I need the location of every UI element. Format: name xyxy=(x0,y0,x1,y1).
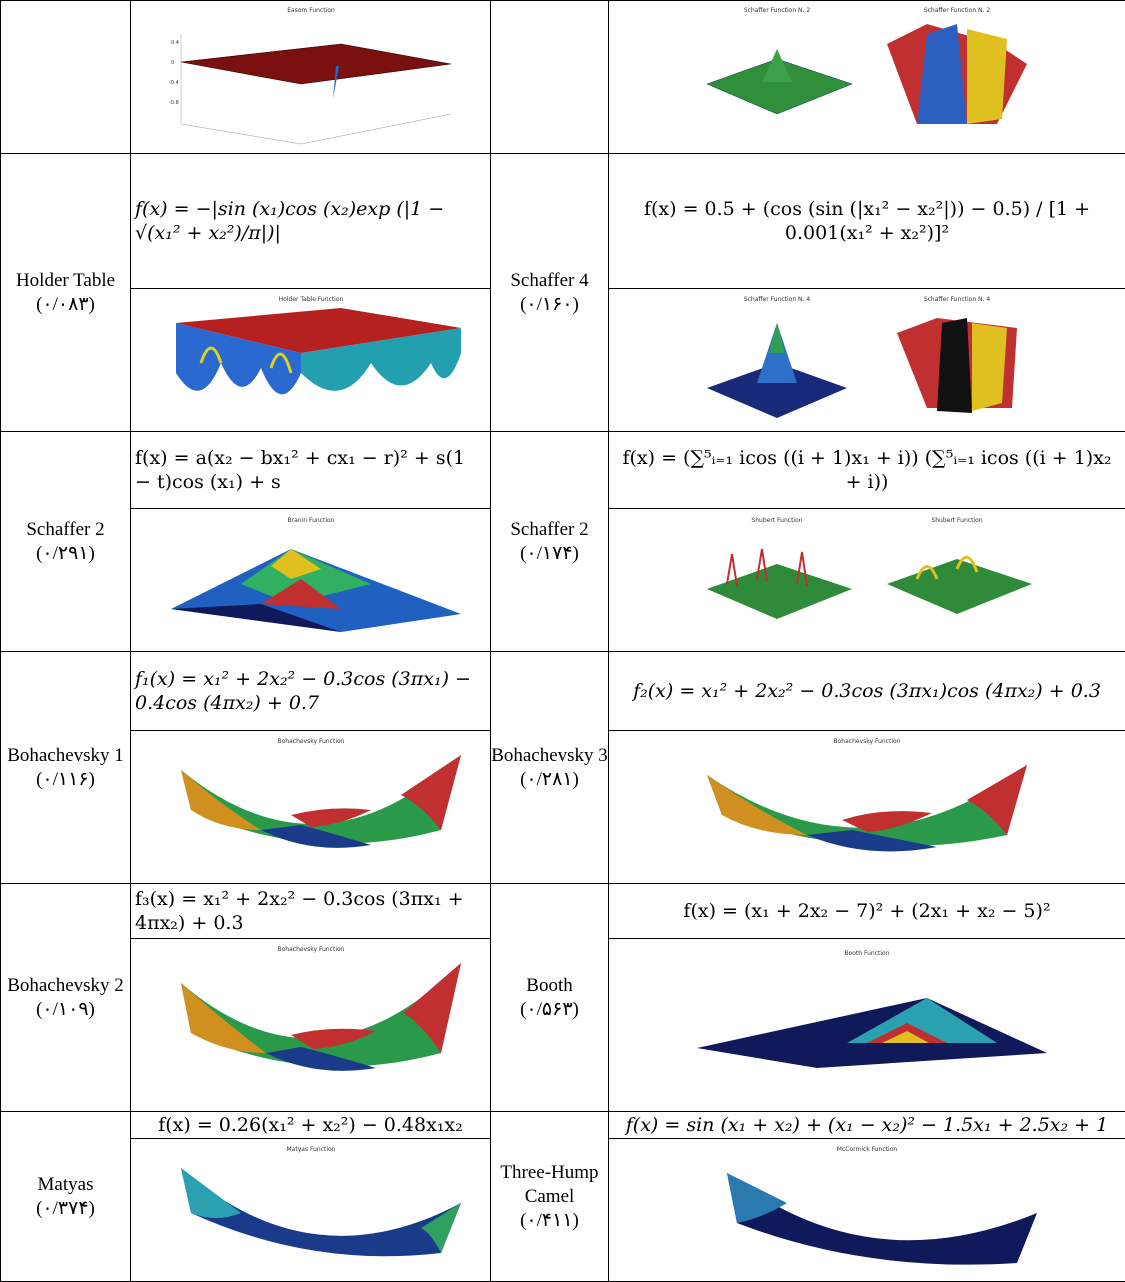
booth-plot: Booth Function xyxy=(667,943,1067,1107)
formula-cell: f₃(x) = x₁² + 2x₂² − 0.3cos (3πx₁ + 4πx₂… xyxy=(131,884,491,939)
function-name-cell: Booth (۰/۵۶۳) xyxy=(491,884,609,1112)
table-row: Bohachevsky 1 (۰/۱۱۶) f₁(x) = x₁² + 2x₂²… xyxy=(1,652,1125,731)
empty-name-cell xyxy=(491,1,609,154)
function-name: Bohachevsky 1 xyxy=(1,744,130,768)
branin-plot: Branin Function xyxy=(141,514,481,646)
function-value: (۰/۲۸۱) xyxy=(491,768,608,792)
table-row: Schaffer 2 (۰/۲۹۱) f(x) = a(x₂ − bx₁² + … xyxy=(1,432,1125,509)
bohachevsky1-plot: Bohachevsky Function xyxy=(141,735,481,879)
plot-title: McCormick Function xyxy=(837,1146,898,1153)
mccormick-plot: McCormick Function xyxy=(667,1143,1067,1277)
plot-title: Shubert Function xyxy=(751,517,802,524)
schaffer-n2-plot: Schaffer Function N. 2 Schaffer Function… xyxy=(667,4,1067,150)
plot-cell: Schaffer Function N. 2 Schaffer Function… xyxy=(609,1,1125,154)
plot-title: Holder Table Function xyxy=(278,296,343,303)
plot-cell: Matyas Function xyxy=(131,1139,491,1282)
function-name: Schaffer 2 xyxy=(491,518,608,542)
function-name: Bohachevsky 2 xyxy=(1,974,130,998)
plot-cell: Booth Function xyxy=(609,939,1125,1112)
plot-cell: Shubert Function Shubert Function xyxy=(609,509,1125,652)
easom-plot: Easom Function 0.4 0 -0.4 -0.8 xyxy=(141,4,481,150)
function-value: (۰/۳۷۴) xyxy=(1,1197,130,1221)
plot-cell: Bohachevsky Function xyxy=(131,939,491,1112)
formula-cell: f₂(x) = x₁² + 2x₂² − 0.3cos (3πx₁)cos (4… xyxy=(609,652,1125,731)
function-name-cell: Schaffer 2 (۰/۱۷۴) xyxy=(491,432,609,652)
function-name-cell: Schaffer 4 (۰/۱۶۰) xyxy=(491,154,609,432)
plot-title: Schaffer Function N. 4 xyxy=(924,296,991,303)
function-name-cell: Bohachevsky 3 (۰/۲۸۱) xyxy=(491,652,609,884)
formula-cell: f(x) = (x₁ + 2x₂ − 7)² + (2x₁ + x₂ − 5)² xyxy=(609,884,1125,939)
plot-cell: Schaffer Function N. 4 Schaffer Function… xyxy=(609,289,1125,432)
svg-text:-0.4: -0.4 xyxy=(169,80,179,86)
svg-text:-0.8: -0.8 xyxy=(169,100,179,106)
function-value: (۰/۴۱۱) xyxy=(491,1209,608,1233)
formula-cell: f(x) = 0.5 + (cos (sin (|x₁² − x₂²|)) − … xyxy=(609,154,1125,289)
table-row: Easom Function 0.4 0 -0.4 -0.8 Schaffer Fun… xyxy=(1,1,1125,154)
formula-cell: f(x) = −|sin (x₁)cos (x₂)exp (|1 − √(x₁²… xyxy=(131,154,491,289)
plot-cell: Bohachevsky Function xyxy=(131,731,491,884)
function-value: (۰/۵۶۳) xyxy=(491,998,608,1022)
svg-text:0.4: 0.4 xyxy=(171,40,179,46)
empty-name-cell xyxy=(1,1,131,154)
plot-title: Easom Function xyxy=(287,7,335,14)
plot-cell: Easom Function 0.4 0 -0.4 -0.8 xyxy=(131,1,491,154)
plot-title: Shubert Function xyxy=(931,517,982,524)
function-value: (۰/۲۹۱) xyxy=(1,542,130,566)
shubert-plot: Shubert Function Shubert Function xyxy=(667,514,1067,646)
plot-title: Branin Function xyxy=(287,517,334,524)
plot-title: Bohachevsky Function xyxy=(834,738,901,745)
function-name: Matyas xyxy=(1,1173,130,1197)
function-name: Holder Table xyxy=(1,269,130,293)
function-value: (۰/۱۷۴) xyxy=(491,542,608,566)
bohachevsky2-plot: Bohachevsky Function xyxy=(141,943,481,1107)
function-value: (۰/۰۸۳) xyxy=(1,293,130,317)
schaffer-n4-plot: Schaffer Function N. 4 Schaffer Function… xyxy=(667,293,1067,427)
formula-cell: f(x) = (∑⁵ᵢ₌₁ icos ((i + 1)x₁ + i)) (∑⁵ᵢ… xyxy=(609,432,1125,509)
bohachevsky3-plot: Bohachevsky Function xyxy=(667,735,1067,879)
function-value: (۰/۱۶۰) xyxy=(491,293,608,317)
function-name: Schaffer 2 xyxy=(1,518,130,542)
function-name-cell: Bohachevsky 2 (۰/۱۰۹) xyxy=(1,884,131,1112)
plot-title: Schaffer Function N. 2 xyxy=(924,7,991,14)
matyas-plot: Matyas Function xyxy=(141,1143,481,1277)
function-value: (۰/۱۰۹) xyxy=(1,998,130,1022)
table-row: Bohachevsky 2 (۰/۱۰۹) f₃(x) = x₁² + 2x₂²… xyxy=(1,884,1125,939)
formula-cell: f(x) = a(x₂ − bx₁² + cx₁ − r)² + s(1 − t… xyxy=(131,432,491,509)
formula-cell: f₁(x) = x₁² + 2x₂² − 0.3cos (3πx₁) − 0.4… xyxy=(131,652,491,731)
plot-title: Booth Function xyxy=(844,950,889,957)
holder-table-plot: Holder Table Function xyxy=(141,293,481,427)
plot-cell: McCormick Function xyxy=(609,1139,1125,1282)
plot-title: Bohachevsky Function xyxy=(277,946,344,953)
plot-title: Bohachevsky Function xyxy=(277,738,344,745)
function-name: Schaffer 4 xyxy=(491,269,608,293)
plot-cell: Bohachevsky Function xyxy=(609,731,1125,884)
function-name: Bohachevsky 3 xyxy=(491,744,608,768)
formula-cell: f(x) = sin (x₁ + x₂) + (x₁ − x₂)² − 1.5x… xyxy=(609,1112,1125,1139)
plot-cell: Branin Function xyxy=(131,509,491,652)
function-value: (۰/۱۱۶) xyxy=(1,768,130,792)
plot-title: Schaffer Function N. 4 xyxy=(744,296,811,303)
function-name-cell: Schaffer 2 (۰/۲۹۱) xyxy=(1,432,131,652)
table-row: Matyas (۰/۳۷۴) f(x) = 0.26(x₁² + x₂²) − … xyxy=(1,1112,1125,1139)
plot-cell: Holder Table Function xyxy=(131,289,491,432)
function-name-cell: Bohachevsky 1 (۰/۱۱۶) xyxy=(1,652,131,884)
function-name-cell: Matyas (۰/۳۷۴) xyxy=(1,1112,131,1282)
function-name: Booth xyxy=(491,974,608,998)
svg-text:0: 0 xyxy=(171,60,174,66)
plot-title: Schaffer Function N. 2 xyxy=(744,7,811,14)
function-name-cell: Three-Hump Camel (۰/۴۱۱) xyxy=(491,1112,609,1282)
function-name-cell: Holder Table (۰/۰۸۳) xyxy=(1,154,131,432)
plot-title: Matyas Function xyxy=(286,1146,335,1153)
formula-cell: f(x) = 0.26(x₁² + x₂²) − 0.48x₁x₂ xyxy=(131,1112,491,1139)
function-name: Three-Hump Camel xyxy=(491,1161,608,1209)
table-row: Holder Table (۰/۰۸۳) f(x) = −|sin (x₁)co… xyxy=(1,154,1125,289)
